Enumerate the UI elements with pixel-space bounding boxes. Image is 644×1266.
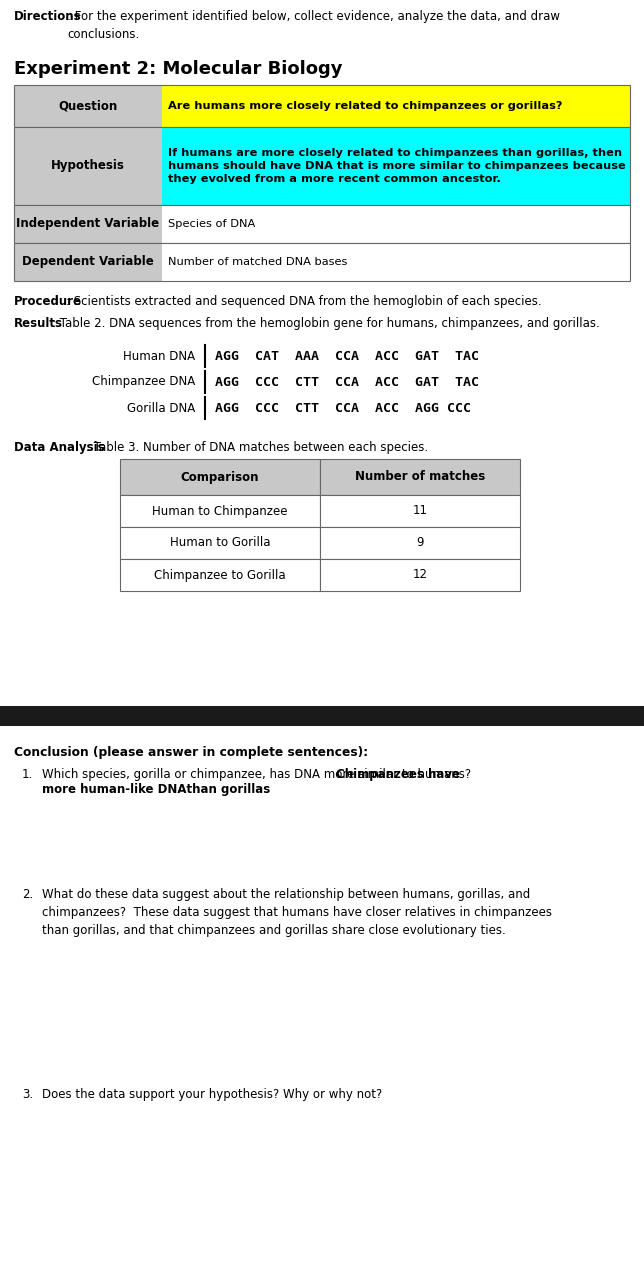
Text: Chimpanzees have: Chimpanzees have [336, 768, 460, 781]
Bar [120, 460, 320, 495]
Text: Experiment 2: Molecular Biology: Experiment 2: Molecular Biology [14, 60, 343, 78]
Bar [14, 205, 630, 243]
Text: If humans are more closely related to chimpanzees than gorillas, then
humans sho: If humans are more closely related to ch… [168, 148, 626, 184]
Bar [14, 85, 162, 127]
Text: Human to Chimpanzee: Human to Chimpanzee [152, 504, 288, 518]
Bar [0, 725, 644, 1266]
Bar [14, 127, 162, 205]
Bar [320, 560, 520, 591]
Text: Chimpanzee to Gorilla: Chimpanzee to Gorilla [154, 568, 286, 581]
Text: Number of matched DNA bases: Number of matched DNA bases [168, 257, 347, 267]
Text: Chimpanzee DNA: Chimpanzee DNA [91, 376, 195, 389]
Text: Species of DNA: Species of DNA [168, 219, 255, 229]
Text: 2.: 2. [22, 887, 33, 901]
Text: Comparison: Comparison [181, 471, 260, 484]
Text: : For the experiment identified below, collect evidence, analyze the data, and d: : For the experiment identified below, c… [67, 10, 560, 41]
Bar [162, 205, 630, 243]
Text: Human to Gorilla: Human to Gorilla [170, 537, 270, 549]
Text: Results: Results [14, 316, 63, 330]
Text: AGG  CAT  AAA  CCA  ACC  GAT  TAC: AGG CAT AAA CCA ACC GAT TAC [215, 349, 479, 362]
Text: 12: 12 [413, 568, 428, 581]
Bar [120, 495, 320, 527]
Text: Hypothesis: Hypothesis [51, 160, 125, 172]
Text: Does the data support your hypothesis? Why or why not?: Does the data support your hypothesis? W… [42, 1087, 383, 1101]
Text: Directions: Directions [14, 10, 82, 23]
Text: : Scientists extracted and sequenced DNA from the hemoglobin of each species.: : Scientists extracted and sequenced DNA… [66, 295, 542, 308]
Text: AGG  CCC  CTT  CCA  ACC  AGG CCC: AGG CCC CTT CCA ACC AGG CCC [215, 401, 471, 414]
Bar [14, 127, 630, 205]
Text: Human DNA: Human DNA [123, 349, 195, 362]
Bar [162, 243, 630, 281]
Bar [320, 460, 520, 495]
Text: Data Analysis: Data Analysis [14, 441, 104, 454]
Text: What do these data suggest about the relationship between humans, gorillas, and
: What do these data suggest about the rel… [42, 887, 552, 937]
Text: 3.: 3. [22, 1087, 33, 1101]
Bar [320, 495, 520, 527]
Text: 11: 11 [413, 504, 428, 518]
Bar [14, 205, 162, 243]
Text: 9: 9 [416, 537, 424, 549]
Bar [14, 85, 630, 127]
Text: Dependent Variable: Dependent Variable [22, 256, 154, 268]
Bar [14, 243, 162, 281]
Text: : Table 2. DNA sequences from the hemoglobin gene for humans, chimpanzees, and g: : Table 2. DNA sequences from the hemogl… [52, 316, 600, 330]
Text: Gorilla DNA: Gorilla DNA [127, 401, 195, 414]
Bar [0, 706, 644, 725]
Bar [162, 127, 630, 205]
Text: Which species, gorilla or chimpanzee, has DNA more similar to humans?: Which species, gorilla or chimpanzee, ha… [42, 768, 471, 781]
Text: 1.: 1. [22, 768, 33, 781]
Bar [320, 527, 520, 560]
Text: Question: Question [59, 100, 118, 113]
Text: more human-like DNAthan gorillas: more human-like DNAthan gorillas [42, 782, 270, 796]
Bar [14, 243, 630, 281]
Text: Are humans more closely related to chimpanzees or gorillas?: Are humans more closely related to chimp… [168, 101, 562, 111]
Bar [120, 560, 320, 591]
Text: Independent Variable: Independent Variable [17, 218, 160, 230]
Text: Procedure: Procedure [14, 295, 82, 308]
Text: AGG  CCC  CTT  CCA  ACC  GAT  TAC: AGG CCC CTT CCA ACC GAT TAC [215, 376, 479, 389]
Text: : Table 3. Number of DNA matches between each species.: : Table 3. Number of DNA matches between… [86, 441, 428, 454]
Text: Number of matches: Number of matches [355, 471, 485, 484]
Bar [120, 527, 320, 560]
Text: Conclusion (please answer in complete sentences):: Conclusion (please answer in complete se… [14, 746, 368, 760]
Bar [162, 85, 630, 127]
